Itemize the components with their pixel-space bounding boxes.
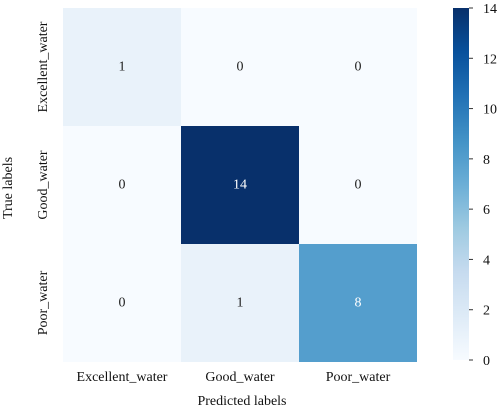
colorbar-tick-label: 2: [483, 304, 490, 319]
cell-value-label: 0: [119, 178, 126, 193]
y-axis-label: True labels: [1, 157, 16, 219]
y-tick-label: Good_water: [36, 150, 51, 220]
colorbar-tick-label: 8: [483, 153, 490, 168]
heatmap-cells: [63, 8, 417, 362]
heatmap-cell-labels: 1 0 0 0 14 0 0 1 8: [119, 60, 362, 311]
x-axis-label: Predicted labels: [197, 394, 286, 409]
y-tick-label: Poor_water: [36, 270, 51, 335]
colorbar-tick-label: 6: [483, 203, 490, 218]
x-tick-label: Excellent_water: [77, 370, 168, 385]
heatmap-cell-r0-c2: [299, 8, 417, 126]
cell-value-label: 1: [237, 296, 244, 311]
cell-value-label: 1: [119, 60, 126, 75]
cell-value-label: 8: [355, 296, 362, 311]
cell-value-label: 0: [237, 60, 244, 75]
colorbar-tick-label: 4: [483, 253, 490, 268]
x-tick-label: Poor_water: [326, 370, 391, 385]
heatmap-cell-r0-c0: [63, 8, 181, 126]
colorbar-tick-label: 0: [483, 354, 490, 369]
heatmap-cell-r0-c1: [181, 8, 299, 126]
colorbar-tick-label: 14: [483, 2, 497, 17]
colorbar-tick-label: 12: [483, 52, 497, 67]
y-tick-label: Excellent_water: [36, 21, 51, 112]
heatmap-cell-r1-c2: [299, 126, 417, 244]
cell-value-label: 0: [355, 178, 362, 193]
x-axis-ticks: Excellent_water Good_water Poor_water: [77, 370, 391, 385]
heatmap-cell-r2-c2: [299, 244, 417, 362]
colorbar: [453, 8, 469, 360]
heatmap-cell-r2-c0: [63, 244, 181, 362]
colorbar-tick-label: 10: [483, 103, 497, 118]
cell-value-label: 14: [233, 178, 247, 193]
heatmap-cell-r1-c0: [63, 126, 181, 244]
heatmap-cell-r1-c1: [181, 126, 299, 244]
x-tick-label: Good_water: [205, 370, 275, 385]
cell-value-label: 0: [119, 296, 126, 311]
y-axis-ticks: Excellent_water Good_water Poor_water: [36, 21, 51, 335]
heatmap-cell-r2-c1: [181, 244, 299, 362]
colorbar-ticks: 0 2 4 6 8 10 12 14: [469, 2, 497, 369]
cell-value-label: 0: [355, 60, 362, 75]
